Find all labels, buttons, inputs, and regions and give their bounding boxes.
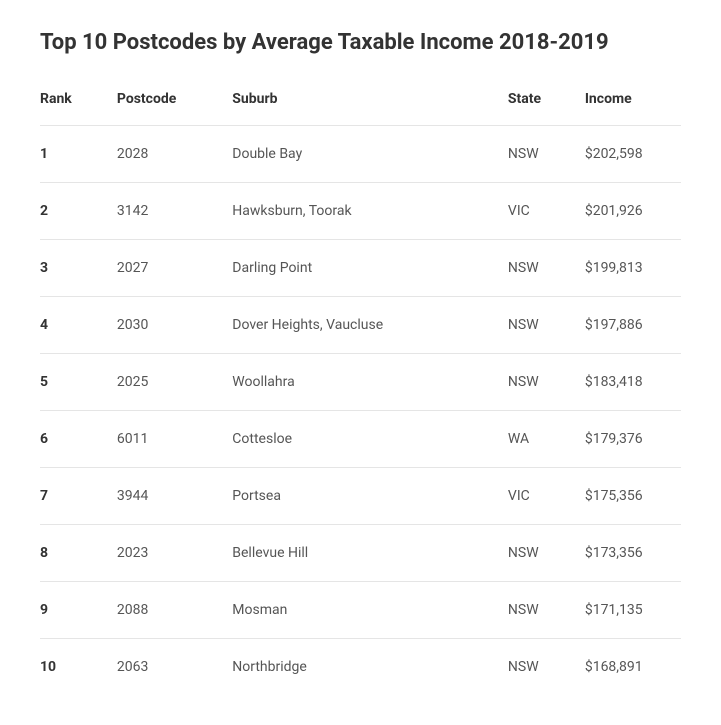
cell-rank: 9 [40, 582, 117, 639]
cell-state: NSW [508, 297, 585, 354]
cell-rank: 1 [40, 126, 117, 183]
cell-postcode: 3142 [117, 183, 232, 240]
cell-suburb: Cottesloe [232, 411, 508, 468]
table-row: 12028Double BayNSW$202,598 [40, 126, 681, 183]
cell-postcode: 2023 [117, 525, 232, 582]
col-header-state: State [508, 79, 585, 126]
cell-state: WA [508, 411, 585, 468]
cell-suburb: Mosman [232, 582, 508, 639]
cell-suburb: Woollahra [232, 354, 508, 411]
cell-suburb: Portsea [232, 468, 508, 525]
cell-rank: 6 [40, 411, 117, 468]
cell-income: $201,926 [585, 183, 681, 240]
cell-postcode: 6011 [117, 411, 232, 468]
table-row: 82023Bellevue HillNSW$173,356 [40, 525, 681, 582]
cell-suburb: Bellevue Hill [232, 525, 508, 582]
cell-rank: 8 [40, 525, 117, 582]
table-row: 32027Darling PointNSW$199,813 [40, 240, 681, 297]
cell-postcode: 2027 [117, 240, 232, 297]
cell-state: NSW [508, 639, 585, 696]
cell-state: NSW [508, 525, 585, 582]
col-header-postcode: Postcode [117, 79, 232, 126]
cell-income: $199,813 [585, 240, 681, 297]
cell-postcode: 2063 [117, 639, 232, 696]
table-row: 102063NorthbridgeNSW$168,891 [40, 639, 681, 696]
col-header-rank: Rank [40, 79, 117, 126]
cell-postcode: 2025 [117, 354, 232, 411]
table-row: 92088MosmanNSW$171,135 [40, 582, 681, 639]
cell-suburb: Darling Point [232, 240, 508, 297]
table-row: 42030Dover Heights, VaucluseNSW$197,886 [40, 297, 681, 354]
cell-postcode: 3944 [117, 468, 232, 525]
cell-income: $168,891 [585, 639, 681, 696]
cell-postcode: 2028 [117, 126, 232, 183]
cell-rank: 10 [40, 639, 117, 696]
cell-income: $197,886 [585, 297, 681, 354]
income-table: Rank Postcode Suburb State Income 12028D… [40, 79, 681, 695]
cell-rank: 7 [40, 468, 117, 525]
col-header-suburb: Suburb [232, 79, 508, 126]
cell-income: $171,135 [585, 582, 681, 639]
cell-income: $173,356 [585, 525, 681, 582]
cell-rank: 4 [40, 297, 117, 354]
cell-income: $175,356 [585, 468, 681, 525]
cell-state: NSW [508, 126, 585, 183]
table-row: 73944PortseaVIC$175,356 [40, 468, 681, 525]
page-title: Top 10 Postcodes by Average Taxable Inco… [40, 30, 681, 55]
cell-suburb: Dover Heights, Vaucluse [232, 297, 508, 354]
cell-state: NSW [508, 240, 585, 297]
cell-rank: 3 [40, 240, 117, 297]
table-row: 23142Hawksburn, ToorakVIC$201,926 [40, 183, 681, 240]
cell-state: NSW [508, 354, 585, 411]
cell-postcode: 2088 [117, 582, 232, 639]
cell-state: NSW [508, 582, 585, 639]
table-row: 52025WoollahraNSW$183,418 [40, 354, 681, 411]
table-row: 66011CottesloeWA$179,376 [40, 411, 681, 468]
cell-state: VIC [508, 183, 585, 240]
cell-rank: 5 [40, 354, 117, 411]
cell-suburb: Hawksburn, Toorak [232, 183, 508, 240]
cell-income: $179,376 [585, 411, 681, 468]
cell-postcode: 2030 [117, 297, 232, 354]
table-header-row: Rank Postcode Suburb State Income [40, 79, 681, 126]
cell-state: VIC [508, 468, 585, 525]
col-header-income: Income [585, 79, 681, 126]
cell-suburb: Northbridge [232, 639, 508, 696]
cell-rank: 2 [40, 183, 117, 240]
cell-suburb: Double Bay [232, 126, 508, 183]
cell-income: $183,418 [585, 354, 681, 411]
cell-income: $202,598 [585, 126, 681, 183]
